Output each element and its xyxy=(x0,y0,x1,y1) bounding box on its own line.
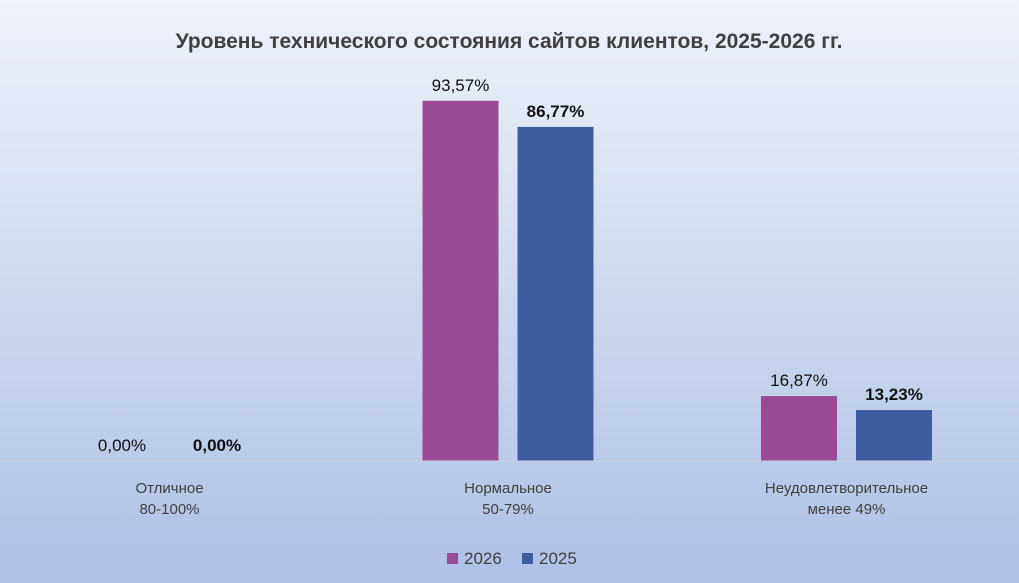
data-label-2025-1: 86,77% xyxy=(527,102,585,121)
bar-2025-1 xyxy=(517,126,594,462)
legend-swatch-2026 xyxy=(447,553,458,564)
data-label-2026-0: 0,00% xyxy=(98,436,146,455)
category-label-1-0: Нормальное xyxy=(464,480,552,497)
data-label-2026-1: 93,57% xyxy=(432,76,490,95)
legend-swatch-2025 xyxy=(522,553,533,564)
legend-label-2026: 2026 xyxy=(464,549,502,568)
bar-2026-1 xyxy=(422,100,499,462)
bar-2025-2 xyxy=(856,410,932,461)
category-label-1-1: 50-79% xyxy=(482,501,534,518)
category-label-0-1: 80-100% xyxy=(139,501,199,518)
data-label-2026-2: 16,87% xyxy=(770,371,828,390)
bar-2026-2 xyxy=(761,396,837,461)
category-label-2-1: менее 49% xyxy=(808,501,886,518)
category-label-2-0: Неудовлетворительное xyxy=(765,480,928,497)
data-label-2025-2: 13,23% xyxy=(865,385,923,404)
category-label-0-0: Отличное xyxy=(135,480,203,497)
legend-label-2025: 2025 xyxy=(539,549,577,568)
chart-title: Уровень технического состояния сайтов кл… xyxy=(176,30,843,53)
data-label-2025-0: 0,00% xyxy=(193,436,241,455)
